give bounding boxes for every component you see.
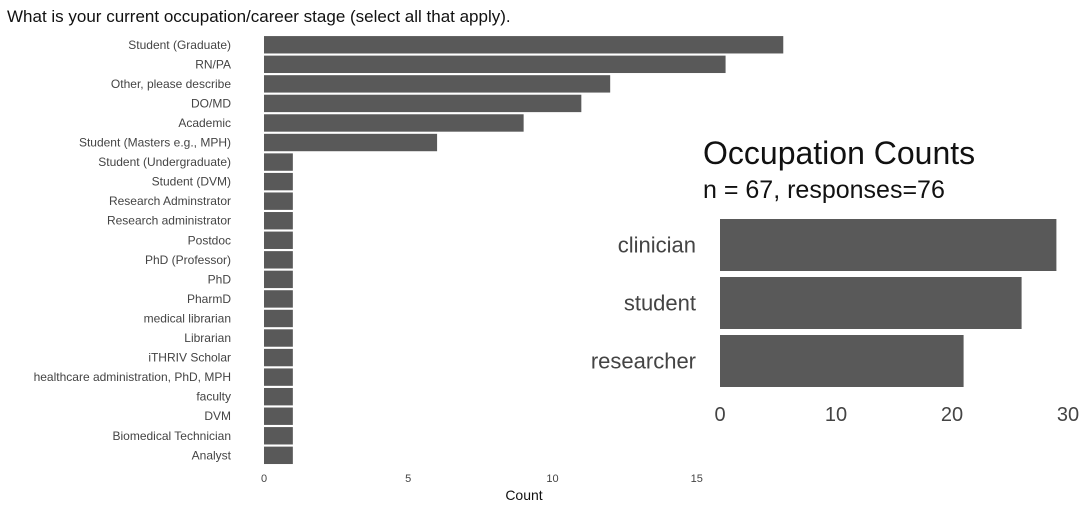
category-label-c1-3: DO/MD: [191, 96, 231, 110]
category-label-c1-16: iTHRIV Scholar: [148, 351, 231, 365]
chart-1-x-ticks: 0 5 10 15: [261, 473, 703, 485]
bar-c1-0: [264, 36, 784, 54]
x-tick-c1-1: 5: [405, 473, 411, 485]
category-label-c1-6: Student (Undergraduate): [98, 155, 231, 169]
chart-2-x-ticks: 0 10 20 30: [714, 404, 1079, 426]
bar-c1-6: [264, 153, 293, 171]
bar-c1-7: [264, 172, 293, 191]
bar-c1-21: [264, 446, 293, 465]
chart-2-title: Occupation Counts: [703, 135, 975, 171]
chart-1-bars: [264, 36, 784, 465]
bar-c1-16: [264, 348, 293, 367]
category-label-c1-1: RN/PA: [195, 57, 231, 71]
category-label-c1-14: medical librarian: [144, 311, 231, 325]
category-label-c1-17: healthcare administration, PhD, MPH: [34, 370, 231, 384]
x-tick-c2-0: 0: [714, 404, 725, 426]
bar-c1-20: [264, 427, 293, 445]
category-label-c1-0: Student (Graduate): [128, 38, 231, 52]
category-label-c1-13: PharmD: [187, 292, 231, 306]
bar-c2-1: [720, 277, 1022, 329]
category-label-c1-9: Research administrator: [107, 214, 231, 228]
category-label-c1-2: Other, please describe: [111, 77, 231, 91]
bar-c1-9: [264, 212, 293, 230]
bar-c1-12: [264, 270, 293, 289]
bar-c1-11: [264, 251, 293, 269]
bar-c1-15: [264, 329, 293, 347]
bar-c1-13: [264, 290, 293, 308]
category-label-c1-20: Biomedical Technician: [112, 429, 231, 443]
x-tick-c2-1: 10: [825, 404, 847, 426]
x-tick-c1-3: 15: [691, 473, 703, 485]
category-label-c1-5: Student (Masters e.g., MPH): [79, 136, 231, 150]
bar-c2-0: [720, 219, 1057, 271]
bar-c1-4: [264, 114, 524, 132]
bar-c1-17: [264, 368, 293, 386]
category-label-c1-19: DVM: [204, 409, 231, 423]
category-label-c2-1: student: [624, 291, 696, 316]
bar-c1-18: [264, 387, 293, 406]
x-tick-c2-2: 20: [941, 404, 963, 426]
category-label-c2-2: researcher: [591, 349, 696, 374]
bar-c1-1: [264, 55, 726, 74]
bar-c1-3: [264, 94, 582, 113]
category-label-c1-18: faculty: [196, 390, 231, 404]
category-label-c1-11: PhD (Professor): [145, 253, 231, 267]
bar-c1-10: [264, 231, 293, 249]
chart-1-title: What is your current occupation/career s…: [7, 7, 511, 26]
chart-2-category-labels: clinician student researcher: [591, 233, 696, 374]
category-label-c1-21: Analyst: [192, 448, 232, 462]
bar-c1-2: [264, 75, 611, 93]
chart-1: What is your current occupation/career s…: [7, 7, 784, 503]
bar-c1-14: [264, 309, 293, 328]
category-label-c1-12: PhD: [208, 272, 232, 286]
x-tick-c1-0: 0: [261, 473, 267, 485]
bar-c1-5: [264, 133, 438, 152]
chart-1-x-axis-label: Count: [505, 487, 542, 503]
bar-c2-2: [720, 335, 964, 387]
chart-2: Occupation Counts n = 67, responses=76 c…: [591, 135, 1079, 426]
bar-c1-19: [264, 407, 293, 425]
x-tick-c1-2: 10: [546, 473, 558, 485]
x-tick-c2-3: 30: [1057, 404, 1079, 426]
chart-1-category-labels: Student (Graduate) RN/PA Other, please des…: [34, 38, 232, 463]
bar-c1-8: [264, 192, 293, 210]
category-label-c1-10: Postdoc: [188, 233, 231, 247]
category-label-c1-4: Academic: [178, 116, 231, 130]
chart-2-subtitle: n = 67, responses=76: [703, 176, 945, 204]
category-label-c1-8: Research Adminstrator: [109, 194, 231, 208]
category-label-c1-15: Librarian: [184, 331, 231, 345]
chart-2-bars: [720, 219, 1057, 387]
category-label-c1-7: Student (DVM): [152, 175, 231, 189]
category-label-c2-0: clinician: [618, 233, 696, 258]
